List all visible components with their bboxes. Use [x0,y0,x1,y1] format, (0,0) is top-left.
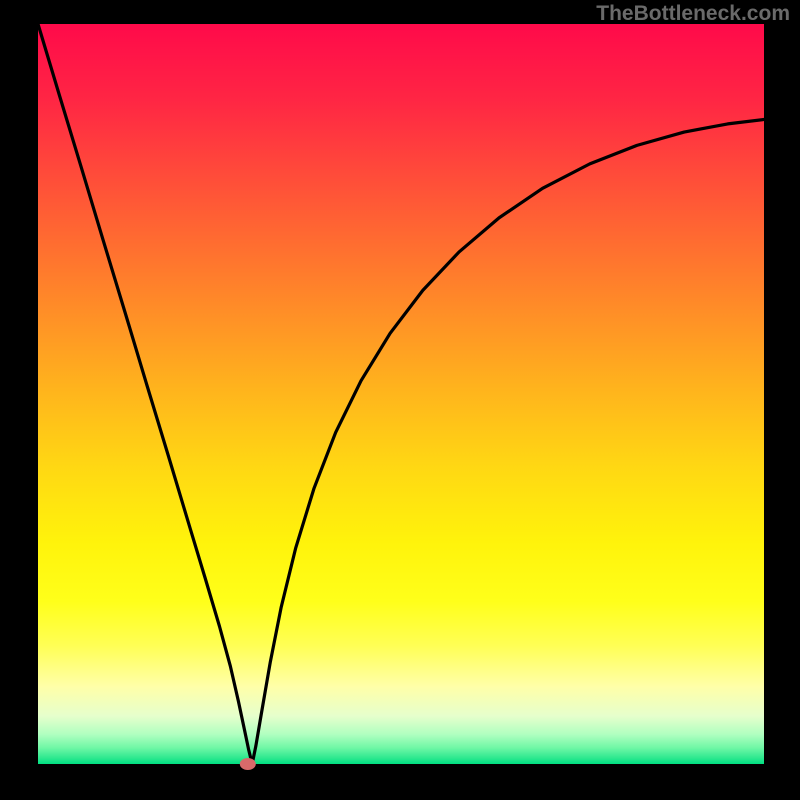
chart-container: TheBottleneck.com [0,0,800,800]
plot-gradient-background [38,24,764,764]
chart-svg [0,0,800,800]
optimum-marker [240,758,256,770]
watermark-text: TheBottleneck.com [596,2,790,26]
